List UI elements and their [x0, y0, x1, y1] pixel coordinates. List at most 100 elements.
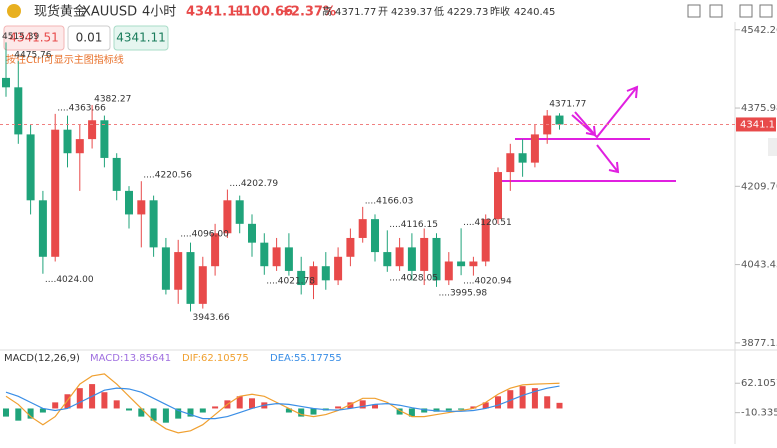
price-annotation: ....4024.00 — [45, 275, 94, 285]
period[interactable]: 4小时 — [142, 5, 176, 20]
macd-bar — [199, 408, 206, 413]
y-tick-label: 3877.15 — [741, 338, 777, 349]
tool-icon[interactable] — [739, 4, 753, 18]
low: 4229.73 — [447, 7, 488, 18]
price-annotation: 3943.66 — [193, 313, 230, 323]
lots[interactable]: 0.01 — [76, 31, 103, 45]
macd-bar — [495, 396, 501, 409]
candle-body — [75, 139, 84, 154]
candle-body — [346, 237, 355, 257]
candle-body — [555, 115, 564, 125]
high-label: 高 — [322, 5, 332, 18]
candle-body — [100, 120, 109, 158]
lots-input[interactable] — [67, 25, 111, 51]
candle-body — [407, 247, 416, 271]
macd-bar — [519, 386, 526, 409]
macd-bar — [150, 408, 157, 421]
candle-body — [248, 223, 256, 243]
macd-bar — [3, 408, 9, 417]
candle-body — [432, 237, 441, 281]
candle-body — [125, 190, 133, 215]
last-price-tag — [736, 117, 776, 132]
macd-bar — [285, 408, 292, 413]
macd-bar — [27, 408, 34, 419]
candle-body — [518, 153, 527, 163]
scroll-handle[interactable] — [768, 138, 777, 156]
macd-bar — [421, 408, 428, 413]
tool-icon[interactable] — [759, 4, 773, 18]
candle-body — [38, 200, 47, 257]
candle-body — [506, 153, 515, 173]
macd-bar — [458, 408, 465, 410]
price-annotation: ....4202.79 — [229, 179, 278, 189]
candle-body — [198, 266, 207, 304]
y-tick-label: -10.33575 — [741, 408, 777, 419]
y-tick-label: 4542.26 — [741, 25, 777, 36]
candle-body — [334, 256, 343, 281]
macd-bar — [138, 408, 145, 417]
candle-body — [371, 219, 379, 253]
macd-bar — [298, 408, 305, 417]
macd-bar — [531, 388, 538, 409]
instrument-name: 现货黄金 — [34, 4, 86, 20]
macd-bar — [556, 402, 563, 409]
macd-bar — [372, 404, 378, 409]
y-tick-label: 4209.70 — [741, 181, 777, 192]
macd-bar — [249, 398, 255, 409]
tool-icon[interactable] — [709, 4, 723, 18]
candle-body — [321, 266, 330, 281]
hint: 按住Ctrl可显示主图指标线 — [6, 53, 124, 66]
price-annotation: ....4028.05 — [389, 273, 438, 283]
y-tick-label: 4375.98 — [741, 103, 777, 114]
candle-body — [186, 252, 195, 304]
candle-body — [457, 261, 466, 267]
high: 4371.77 — [335, 7, 376, 18]
macd-legend: DEA:55.17755 — [270, 353, 342, 364]
price-annotation: 4475.76 — [14, 51, 51, 61]
macd-bar — [470, 406, 477, 409]
y-tick-label: 62.10575 — [741, 378, 777, 389]
buy-button[interactable] — [113, 25, 169, 51]
candle-body — [137, 200, 146, 215]
macd-bar — [236, 396, 243, 409]
sell-price[interactable]: 4341.51 — [9, 31, 59, 45]
macd-legend: MACD:13.85641 — [90, 353, 171, 364]
buy-price[interactable]: 4341.11 — [116, 31, 166, 45]
price-annotation: ....4363.66 — [57, 103, 106, 113]
candle-body — [26, 134, 35, 201]
candle-body — [543, 115, 552, 135]
macd-bar — [76, 388, 83, 409]
price-annotation: ....4116.15 — [389, 220, 438, 230]
change-pct: +2.37% — [280, 5, 336, 20]
candle-body — [420, 237, 429, 271]
macd-bar — [347, 402, 354, 409]
change: +100.66 — [232, 5, 293, 20]
candle-body — [260, 242, 269, 267]
tool-icon[interactable] — [687, 4, 701, 18]
candle-body — [51, 129, 60, 257]
macd-bar — [64, 394, 71, 409]
macd-bar — [359, 400, 366, 409]
price-annotation: ....4220.56 — [143, 171, 192, 181]
prev-label: 昨收 — [490, 5, 510, 18]
price-annotation: 4515.39 — [2, 32, 39, 42]
macd-legend: DIF:62.10575 — [182, 353, 249, 364]
candle-body — [235, 200, 244, 224]
drawn-arrows[interactable] — [571, 85, 639, 174]
macd-bar — [175, 408, 182, 419]
macd-bar — [15, 408, 22, 421]
symbol: XAUUSD — [82, 5, 137, 20]
macd-bar — [408, 408, 415, 417]
prev: 4240.45 — [514, 7, 555, 18]
candle-body — [383, 252, 392, 267]
candle-body — [494, 172, 502, 220]
candle-body — [174, 252, 183, 290]
sell-button[interactable] — [3, 25, 65, 51]
price-annotation: ....4020.94 — [463, 277, 512, 287]
macd-bar — [335, 406, 342, 409]
macd-bar — [162, 408, 169, 423]
candle-body — [469, 261, 478, 267]
macd-bar — [310, 408, 317, 415]
candle-body — [444, 261, 453, 281]
